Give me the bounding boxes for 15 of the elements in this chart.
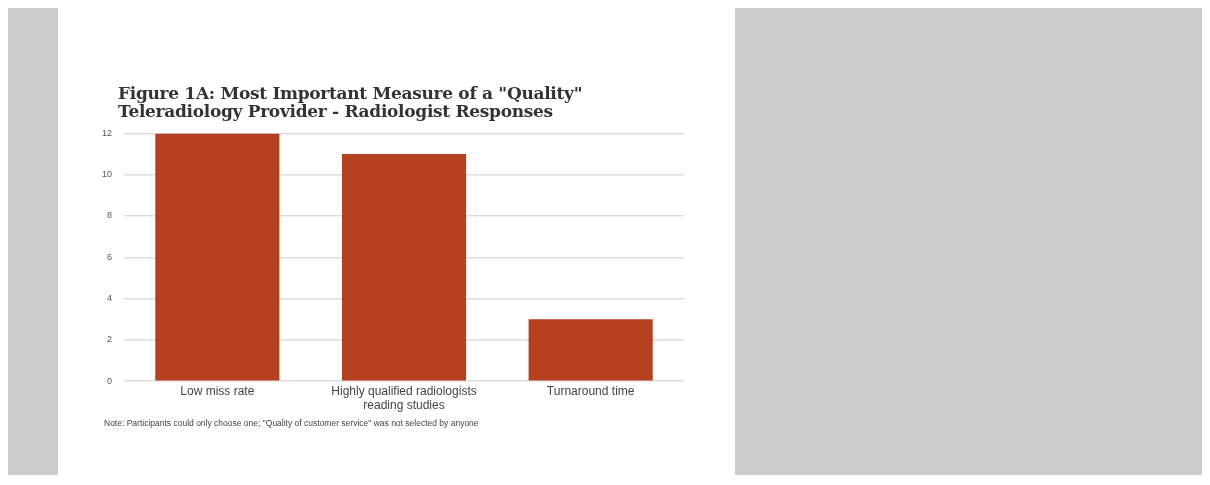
bar [155, 133, 280, 381]
text: Note: Participants could only choose one; "Quality of customer service" was not selected by anyone [104, 418, 479, 429]
y-tick-label: 8 [107, 210, 113, 221]
bar [341, 154, 467, 381]
y-tick-label: 6 [107, 251, 113, 262]
y-tick-label: 12 [102, 127, 113, 138]
chart-title: Figure 1A: Most Important Measure of a "Quality" Teleradiology Provider - Radiologist Responses [118, 83, 584, 121]
y-tick-label: 10 [102, 169, 113, 180]
bar [528, 319, 653, 381]
x-tick-label: Turnaround time [546, 383, 635, 398]
y-tick-label: 4 [107, 293, 113, 304]
x-tick-label: Low miss rate [180, 383, 255, 398]
x-tick-label: Highly qualified radiologists reading studies [331, 383, 477, 413]
y-tick-label: 0 [107, 375, 113, 386]
y-tick-label: 2 [107, 334, 113, 345]
